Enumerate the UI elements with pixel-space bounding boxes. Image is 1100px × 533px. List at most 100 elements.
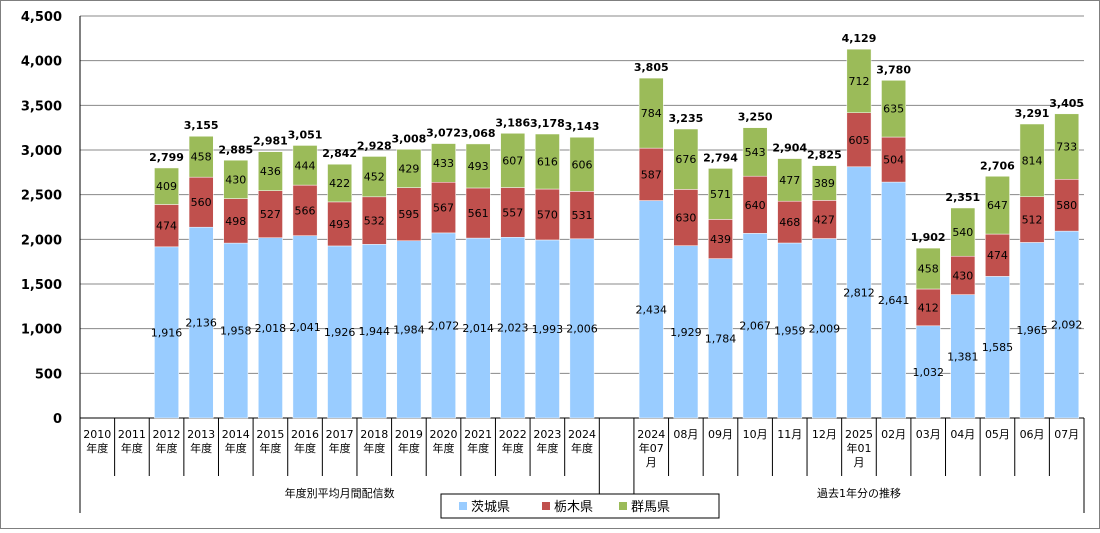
y-tick-label: 4,500 [21,10,62,25]
x-tick-label: 2014 [222,428,250,441]
x-tick-label: 年07 [639,441,664,455]
data-label: 409 [156,180,177,193]
bar-segment [396,149,422,188]
bar-segment [500,237,526,419]
y-tick-label: 2,500 [21,189,62,204]
bar-segment [292,235,318,419]
bar-segment [361,156,387,198]
data-label: 587 [641,168,662,181]
x-tick-label: 2021 [464,428,492,441]
bar-segment [258,151,283,191]
legend-swatch [459,502,467,510]
y-tick-label: 3,500 [21,99,62,114]
data-label: 640 [745,199,766,212]
x-tick-label: 2018 [360,428,388,441]
bar-segment [258,237,283,419]
data-label: 527 [260,208,281,221]
x-tick-label: 2025 [845,428,873,441]
x-tick-label: 年度 [156,441,178,455]
data-label: 458 [191,151,212,164]
total-label: 2,904 [772,142,807,155]
data-label: 566 [295,204,316,217]
data-label: 712 [848,75,869,88]
data-label: 504 [883,154,904,167]
y-tick-label: 0 [53,412,62,427]
x-tick-label: 2010 [83,428,111,441]
bar-segment [465,187,491,239]
total-label: 3,051 [288,128,323,141]
x-tick-label: 04月 [950,428,975,441]
legend-label: 茨城県 [471,500,510,515]
data-label: 1,585 [982,341,1014,354]
bar-segment [431,143,456,183]
bar-segment [188,226,214,419]
data-label: 616 [537,156,558,169]
data-label: 422 [329,177,350,190]
bar-segment [915,325,941,419]
total-label: 2,928 [357,139,392,152]
x-tick-label: 月 [646,456,657,469]
data-label: 560 [191,196,212,209]
data-label: 444 [295,159,316,172]
x-tick-label: 年度 [259,441,281,455]
bar-segment [881,80,906,138]
data-label: 512 [1022,214,1043,227]
x-tick-label: 2020 [430,428,458,441]
bar-segment [1019,242,1045,419]
data-label: 2,812 [843,286,875,299]
data-label: 493 [329,218,350,231]
data-label: 493 [468,160,489,173]
data-label: 595 [398,208,419,221]
x-tick-label: 2012 [153,428,181,441]
group-label: 年度別平均月間配信数 [285,486,395,500]
total-label: 3,068 [461,127,496,140]
bar-segment [742,233,768,419]
data-label: 498 [225,215,246,228]
total-label: 2,825 [807,149,842,162]
bar-segment [292,184,318,236]
total-label: 2,799 [149,151,184,164]
y-tick-label: 1,500 [21,278,62,293]
x-tick-label: 年度 [433,441,455,455]
data-label: 2,009 [809,322,841,335]
x-tick-label: 09月 [708,428,733,441]
x-tick-label: 12月 [812,428,837,441]
x-tick-label: 年01 [846,441,871,455]
bar-segment [950,255,976,295]
bar-segment [535,239,560,419]
x-tick-label: 2023 [533,428,561,441]
x-tick-label: 08月 [673,428,698,441]
x-tick-label: 月 [853,456,864,469]
x-tick-label: 07月 [1054,428,1079,441]
total-label: 3,155 [184,119,219,132]
x-tick-label: 年度 [571,441,593,455]
data-label: 1,926 [324,326,356,339]
data-label: 561 [468,207,489,220]
data-label: 452 [364,171,385,184]
data-label: 1,958 [220,325,252,338]
total-label: 2,842 [322,147,357,160]
bar-segment [673,189,699,246]
bar-segment [915,247,941,290]
bar-segment [500,133,526,188]
data-label: 570 [537,208,558,221]
bar-segment [673,245,699,419]
x-tick-label: 2016 [291,428,319,441]
data-label: 427 [814,213,835,226]
bar-segment [950,207,976,257]
bar-segment [881,181,906,419]
x-tick-label: 11月 [777,428,802,441]
data-label: 2,067 [739,320,771,333]
bar-segment [396,240,422,419]
bar-segment [708,168,733,220]
bar-segment [327,163,353,203]
bar-segment [846,48,872,113]
bar-segment [708,219,733,259]
legend-label: 群馬県 [631,500,670,515]
group-label: 過去1年分の推移 [817,486,901,500]
data-label: 2,434 [635,303,667,316]
data-label: 814 [1022,154,1043,167]
data-label: 1,959 [774,324,806,337]
data-label: 540 [952,226,973,239]
data-label: 543 [745,146,766,159]
